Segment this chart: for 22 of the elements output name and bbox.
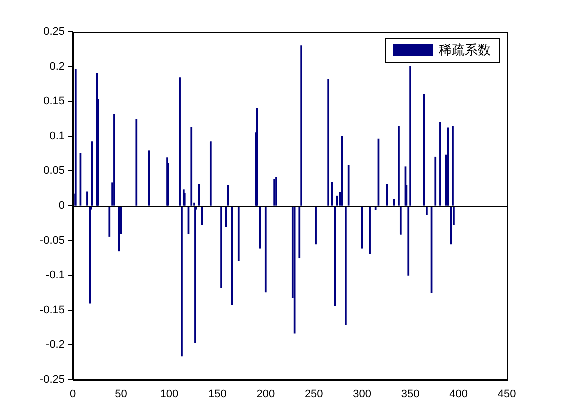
x-tick-label: 100 xyxy=(160,388,179,401)
x-tick-label: 150 xyxy=(208,388,227,401)
y-tick-label: 0.05 xyxy=(44,165,65,178)
x-tick-label: 200 xyxy=(256,388,276,401)
x-tick-label: 300 xyxy=(353,388,372,401)
y-tick-label: 0.25 xyxy=(44,26,65,38)
x-tick-label: 400 xyxy=(450,388,468,401)
x-tick-label: 250 xyxy=(304,388,324,401)
legend-label: 稀疏系数 xyxy=(439,42,491,58)
x-tick-label: 450 xyxy=(498,388,516,401)
y-tick-label: -0.05 xyxy=(40,234,65,247)
y-tick-label: -0.1 xyxy=(46,270,65,282)
y-tick-label: -0.15 xyxy=(40,304,65,316)
y-tick-label: -0.2 xyxy=(46,339,65,352)
y-tick-label: 0.15 xyxy=(44,96,65,108)
x-tick-label: 0 xyxy=(70,388,76,401)
y-tick-label: 0 xyxy=(58,200,65,212)
x-tick-label: 350 xyxy=(401,388,420,401)
y-tick-label: -0.25 xyxy=(40,374,65,386)
y-tick-label: 0.2 xyxy=(50,60,65,73)
y-tick-label: 0.1 xyxy=(50,130,65,142)
x-tick-label: 50 xyxy=(115,388,128,401)
